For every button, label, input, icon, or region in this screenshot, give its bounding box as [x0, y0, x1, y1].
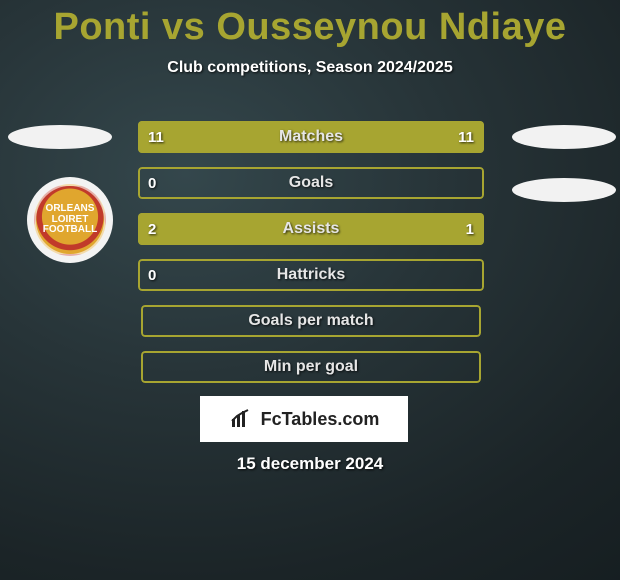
- page-subtitle: Club competitions, Season 2024/2025: [0, 59, 620, 77]
- bar-label: Matches: [279, 128, 343, 146]
- bar-value-right: 1: [466, 221, 474, 238]
- stat-row: 0 Hattricks: [138, 259, 484, 291]
- bar-value-left: 0: [148, 267, 156, 284]
- brand-banner: FcTables.com: [200, 396, 408, 442]
- bar-label: Hattricks: [277, 266, 345, 284]
- player-shadow-right-1: [512, 125, 616, 149]
- stat-row: 0 Goals: [138, 167, 484, 199]
- player-shadow-right-2: [512, 178, 616, 202]
- brand-text: FcTables.com: [261, 409, 380, 430]
- bar-label: Min per goal: [264, 358, 358, 376]
- bar-label: Goals per match: [248, 312, 373, 330]
- page-title: Ponti vs Ousseynou Ndiaye: [0, 0, 620, 49]
- stat-bars: 11 11 Matches 0 Goals 2 1 Assists 0 Hattricks Goal…: [138, 121, 484, 397]
- bar-value-right: 11: [458, 129, 474, 146]
- stat-row: Goals per match: [141, 305, 481, 337]
- bar-label: Goals: [289, 174, 333, 192]
- stat-row: 2 1 Assists: [138, 213, 484, 245]
- stat-row: Min per goal: [141, 351, 481, 383]
- footer-date: 15 december 2024: [0, 454, 620, 474]
- bar-value-left: 0: [148, 175, 156, 192]
- chart-icon: [229, 407, 253, 431]
- club-badge: ORLEANS LOIRET FOOTBALL: [27, 177, 113, 263]
- stat-row: 11 11 Matches: [138, 121, 484, 153]
- badge-line-3: FOOTBALL: [43, 225, 97, 236]
- bar-label: Assists: [283, 220, 340, 238]
- content: Ponti vs Ousseynou Ndiaye Club competiti…: [0, 0, 620, 580]
- player-shadow-left: [8, 125, 112, 149]
- bar-value-left: 2: [148, 221, 156, 238]
- bar-value-left: 11: [148, 129, 164, 146]
- club-badge-inner: ORLEANS LOIRET FOOTBALL: [34, 184, 106, 256]
